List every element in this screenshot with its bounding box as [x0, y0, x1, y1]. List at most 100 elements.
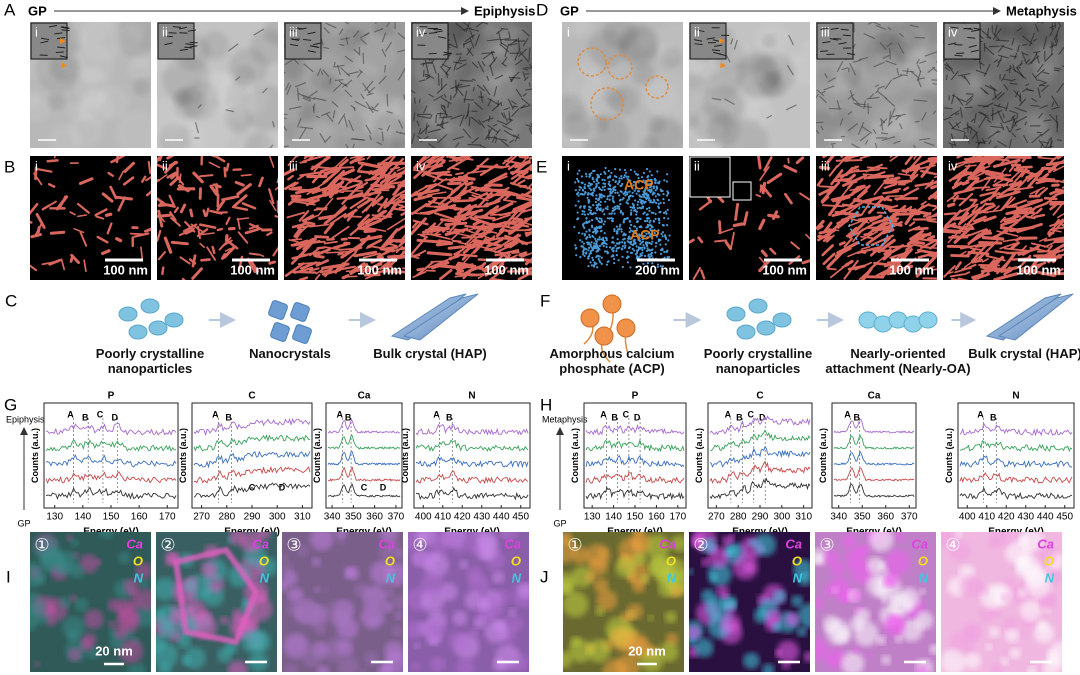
acp-dot	[608, 176, 612, 179]
texture	[354, 100, 367, 109]
texture	[317, 68, 322, 77]
map-texture	[748, 538, 756, 547]
texture	[895, 115, 900, 121]
texture	[888, 111, 892, 125]
texture	[935, 61, 937, 63]
crystal	[889, 252, 905, 259]
acp-dot	[619, 209, 623, 213]
texture	[887, 133, 900, 146]
acp-dot	[636, 173, 640, 176]
texture	[993, 104, 1008, 110]
crystal	[236, 183, 252, 196]
acp-dot	[659, 252, 663, 256]
crystal	[311, 165, 336, 170]
texture	[439, 66, 449, 76]
map-texture	[452, 610, 468, 626]
crystal	[486, 238, 504, 248]
texture	[475, 22, 483, 28]
crystal	[366, 238, 383, 249]
texture	[514, 48, 521, 61]
crystal	[947, 223, 967, 244]
acp-dot	[662, 198, 665, 201]
map-texture	[408, 620, 424, 639]
map-texture	[79, 553, 99, 574]
map-texture	[647, 614, 655, 621]
crystal	[787, 157, 790, 164]
crystal	[947, 271, 954, 275]
acp-dot	[633, 181, 636, 184]
texture	[847, 122, 859, 132]
acp-dot	[636, 220, 639, 224]
texture	[1021, 43, 1028, 46]
acp-dot	[614, 244, 617, 247]
crystal	[758, 218, 766, 231]
crystal	[413, 256, 420, 260]
map-texture	[34, 535, 60, 561]
hexagon-outline	[848, 206, 894, 246]
x-tick-label: 280	[218, 512, 235, 523]
crystal	[236, 217, 250, 221]
crystal	[1015, 165, 1033, 169]
crystal	[222, 246, 236, 259]
crystal	[828, 165, 839, 177]
crystal	[326, 156, 348, 176]
texture	[932, 110, 937, 115]
acp-dot	[649, 235, 652, 238]
crystal	[78, 177, 94, 185]
panel-label: J	[540, 567, 549, 586]
peak-label: A	[600, 409, 607, 419]
crystal	[157, 229, 162, 242]
crystal	[374, 209, 388, 220]
crystal	[390, 270, 405, 274]
axis-bottom: GP	[17, 518, 30, 528]
acp-dot	[585, 237, 588, 240]
crystal	[145, 190, 151, 197]
map-texture	[854, 608, 871, 624]
x-tick-label: 170	[669, 512, 686, 523]
map-texture	[1025, 571, 1052, 598]
spectrum	[415, 486, 529, 501]
step-label: Poorly crystalline nanoparticles	[95, 346, 205, 376]
texture	[458, 84, 471, 89]
acp-dot	[600, 220, 603, 224]
crystal	[181, 277, 186, 280]
texture	[487, 124, 499, 134]
acp-dot	[608, 180, 611, 183]
texture	[445, 66, 452, 75]
acp-dot	[578, 169, 581, 172]
acp-dot	[647, 195, 650, 198]
crystal	[36, 226, 41, 234]
crystal	[491, 201, 514, 215]
texture	[463, 90, 468, 103]
crystal	[352, 158, 366, 163]
acp-dot	[628, 197, 631, 200]
acp-dot	[588, 236, 592, 239]
map-texture	[796, 626, 807, 637]
acp-dot	[657, 182, 661, 185]
acp-dot	[651, 229, 654, 232]
crystal	[826, 156, 835, 164]
crystal	[1026, 198, 1040, 203]
texture	[508, 42, 518, 46]
texture	[744, 103, 760, 119]
texture	[493, 86, 498, 97]
texture	[993, 88, 997, 99]
acp-dot	[606, 217, 609, 220]
crystal	[1061, 223, 1064, 227]
map-texture	[455, 658, 475, 672]
crystal	[483, 175, 508, 187]
crystal	[157, 251, 166, 261]
acp-dot	[613, 262, 616, 265]
texture	[429, 32, 438, 34]
crystal	[979, 192, 1001, 205]
crystal	[1038, 156, 1056, 160]
acp-dot	[599, 200, 602, 204]
acp-dot	[597, 175, 601, 179]
acp-dot	[585, 217, 588, 220]
crystal	[1061, 185, 1064, 189]
acp-dot	[577, 194, 580, 197]
texture	[632, 62, 655, 86]
map-texture	[439, 582, 458, 601]
map-texture	[382, 586, 395, 600]
